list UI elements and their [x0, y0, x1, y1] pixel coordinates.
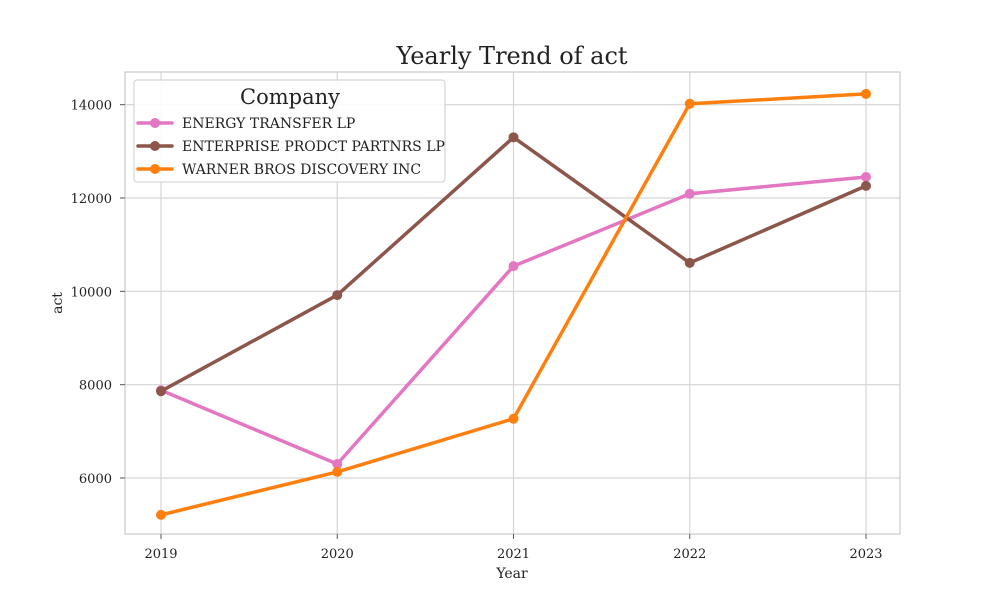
series-3 — [156, 88, 871, 520]
y-tick-label: 12000 — [71, 192, 112, 207]
legend-label: ENTERPRISE PRODCT PARTNRS LP — [182, 139, 445, 155]
y-tick-label: 10000 — [71, 285, 112, 300]
x-tick-label: 2021 — [497, 547, 530, 562]
x-tick-label: 2022 — [673, 547, 706, 562]
y-tick-label: 8000 — [79, 379, 112, 394]
x-axis-ticks: 2019 2020 2021 2022 2023 — [144, 534, 883, 562]
legend-item: ENTERPRISE PRODCT PARTNRS LP — [136, 139, 445, 155]
data-point — [684, 257, 695, 268]
data-point — [332, 459, 343, 469]
y-tick-label: 6000 — [79, 472, 112, 487]
series-2 — [156, 132, 871, 397]
x-tick-label: 2020 — [321, 547, 354, 562]
legend-items: ENERGY TRANSFER LP ENTERPRISE PRODCT PART… — [136, 116, 445, 178]
x-tick-label: 2019 — [144, 547, 177, 562]
series-lines — [156, 88, 871, 520]
y-axis-label: act — [50, 292, 66, 314]
data-point — [861, 88, 871, 99]
x-axis-label: Year — [495, 566, 528, 582]
legend-label: WARNER BROS DISCOVERY INC — [182, 162, 421, 178]
data-point — [156, 386, 166, 397]
plot-frame — [124, 71, 901, 535]
data-point — [156, 509, 166, 520]
x-tick-label: 2023 — [849, 547, 882, 562]
legend-swatch-marker — [150, 141, 160, 151]
data-point — [508, 132, 519, 143]
data-point — [332, 466, 343, 477]
legend-label: ENERGY TRANSFER LP — [182, 116, 355, 132]
y-tick-label: 14000 — [71, 99, 112, 114]
data-point — [684, 188, 695, 199]
legend-item: WARNER BROS DISCOVERY INC — [136, 162, 421, 178]
data-point — [332, 290, 343, 301]
y-axis-ticks: 6000 8000 10000 12000 14000 — [71, 99, 125, 487]
legend-swatch-marker — [150, 164, 160, 174]
data-point — [508, 413, 519, 424]
data-point — [861, 172, 871, 182]
data-point — [684, 98, 695, 109]
legend-box — [133, 79, 446, 183]
legend-title: Company — [240, 85, 340, 109]
chart-title: Yearly Trend of act — [395, 42, 627, 70]
legend-swatch-marker — [150, 118, 160, 128]
data-point — [861, 180, 871, 191]
legend: Company ENERGY TRANSFER LP ENTERPRISE PRO… — [133, 79, 446, 183]
data-point — [508, 261, 519, 272]
legend-item: ENERGY TRANSFER LP — [136, 116, 355, 132]
